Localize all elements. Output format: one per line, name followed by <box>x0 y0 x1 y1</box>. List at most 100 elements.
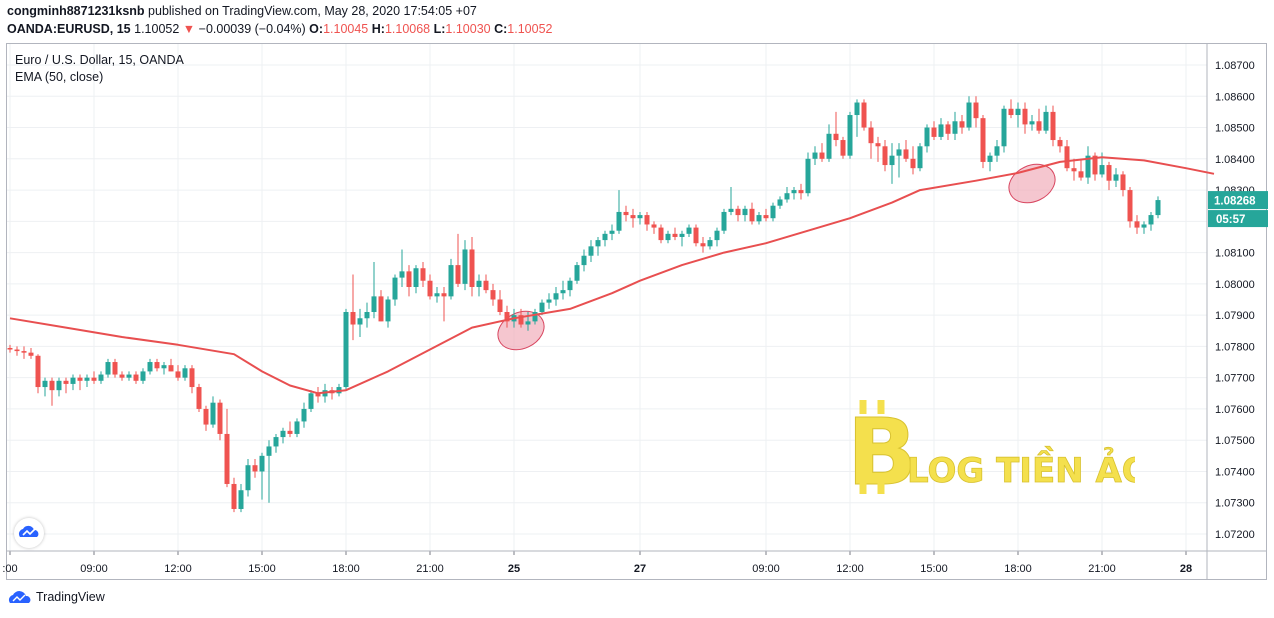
candle-body <box>315 393 321 397</box>
candle-body <box>287 430 293 434</box>
candle-body <box>1078 171 1084 178</box>
candle-body <box>945 124 951 134</box>
candle-body <box>35 355 41 388</box>
y-tick-label: 1.07300 <box>1215 498 1255 510</box>
candle-body <box>707 240 713 247</box>
low-value: 1.10030 <box>445 22 491 36</box>
published-text: published on TradingView.com, May 28, 20… <box>148 4 477 18</box>
candle-body <box>490 290 496 300</box>
candle-body <box>399 271 405 278</box>
watermark-text: LOG TIỀN ẢO <box>907 446 1135 491</box>
candle-body <box>714 230 720 241</box>
candle-body <box>889 155 895 166</box>
candle-body <box>532 312 538 322</box>
candle-body <box>637 215 643 219</box>
watermark: B LOG TIỀN ẢO <box>845 399 1152 507</box>
candle-body <box>630 215 636 219</box>
candle-body <box>763 215 769 219</box>
candle-body <box>308 393 314 409</box>
candle-body <box>1148 215 1154 225</box>
x-tick-label: 18:00 <box>332 563 360 575</box>
candle-body <box>301 408 307 422</box>
candle-body <box>833 133 839 141</box>
candle-body <box>476 280 482 287</box>
candle-body <box>882 146 888 166</box>
candle-body <box>392 277 398 300</box>
candle-body <box>693 227 699 244</box>
candle-body <box>371 296 377 313</box>
candle-body <box>70 377 76 384</box>
candle-body <box>441 293 447 297</box>
close-label: C: <box>494 22 508 36</box>
candle-body <box>294 421 300 434</box>
candle-body <box>966 102 972 128</box>
y-tick-label: 1.08500 <box>1215 123 1255 135</box>
indicator-legend[interactable]: EMA (50, close) <box>15 70 104 84</box>
x-tick-label: 09:00 <box>752 563 780 575</box>
y-tick-label: 1.07900 <box>1215 310 1255 322</box>
candle-body <box>539 302 545 313</box>
candle-body <box>665 233 671 241</box>
candle-body <box>224 433 230 484</box>
candle-body <box>154 362 160 369</box>
candle-body <box>903 149 909 159</box>
y-tick-label: 1.08400 <box>1215 154 1255 166</box>
candle-body <box>105 362 111 375</box>
ema-line <box>9 156 1215 395</box>
candle-body <box>651 224 657 228</box>
y-tick-label: 1.08600 <box>1215 91 1255 103</box>
candle-body <box>1071 168 1077 172</box>
candle-body <box>84 377 90 381</box>
candle-body <box>168 365 174 372</box>
candle-body <box>805 158 811 194</box>
countdown-tag <box>1208 210 1268 228</box>
candle-body <box>119 374 125 378</box>
candle-body <box>434 293 440 297</box>
candle-body <box>1036 121 1042 131</box>
candle-body <box>819 152 825 159</box>
candle-body <box>910 158 916 169</box>
candle-body <box>77 377 83 381</box>
candle-body <box>875 143 881 147</box>
candle-body <box>1134 221 1140 228</box>
candle-body <box>14 349 20 352</box>
high-label: H: <box>371 22 385 36</box>
x-tick-label: 12:00 <box>164 563 192 575</box>
candle-body <box>994 146 1000 156</box>
y-tick-label: 1.07800 <box>1215 341 1255 353</box>
candle-body <box>147 362 153 372</box>
candle-body <box>672 233 678 237</box>
candle-body <box>1106 165 1112 181</box>
candle-body <box>455 265 461 284</box>
candle-body <box>1120 174 1126 191</box>
x-tick-label: 21:00 <box>1088 563 1116 575</box>
countdown-label: 05:57 <box>1216 214 1245 226</box>
candle-body <box>567 280 573 291</box>
candle-body <box>581 255 587 266</box>
bitcoin-logo-icon: B LOG TIỀN ẢO <box>847 399 1152 507</box>
publisher-name: congminh8871231ksnb <box>7 4 145 18</box>
tradingview-badge[interactable] <box>14 518 44 548</box>
candle-body <box>357 318 363 325</box>
candle-body <box>140 371 146 381</box>
candle-body <box>427 280 433 297</box>
candle-body <box>1092 155 1098 175</box>
candle-body <box>679 233 685 237</box>
candle-body <box>448 265 454 297</box>
candle-body <box>406 271 412 287</box>
candle-body <box>686 227 692 234</box>
last-price-tag <box>1208 191 1268 210</box>
candle-body <box>1022 108 1028 125</box>
y-tick-label: 1.08000 <box>1215 279 1255 291</box>
x-tick-label: :00 <box>2 563 17 575</box>
candle-body <box>518 315 524 325</box>
candle-body <box>1043 111 1049 131</box>
candle-body <box>238 490 244 509</box>
candle-body <box>378 296 384 322</box>
x-tick-label: 28 <box>1180 563 1192 575</box>
candle-body <box>749 208 755 222</box>
footer-brand[interactable]: TradingView <box>36 590 105 604</box>
candle-body <box>469 249 475 287</box>
chart-frame[interactable] <box>6 43 1267 580</box>
